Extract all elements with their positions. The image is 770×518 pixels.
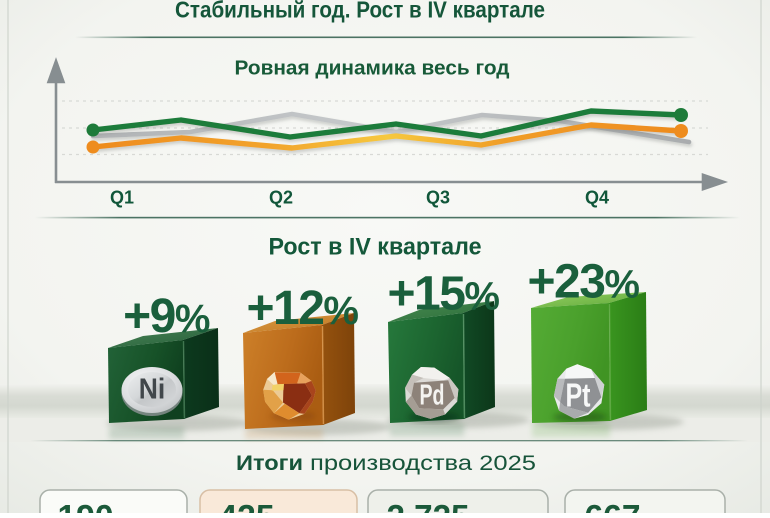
svg-text:Ni: Ni [139,374,166,406]
svg-text:Итоги: Итоги [236,451,303,475]
svg-text:Q2: Q2 [269,188,293,208]
svg-text:Ровная динамика весь год: Ровная динамика весь год [235,57,510,79]
svg-text:667: 667 [585,498,641,513]
svg-text:2 725: 2 725 [387,498,470,513]
svg-text:+15%: +15% [388,268,500,321]
svg-text:Q3: Q3 [426,188,450,208]
svg-text:производства 2025: производства 2025 [310,451,536,475]
svg-text:+23%: +23% [528,256,640,309]
svg-text:Pd: Pd [420,380,445,412]
svg-text:Q4: Q4 [585,188,609,208]
svg-text:190: 190 [58,498,114,513]
svg-text:+9%: +9% [123,290,210,343]
svg-text:Рост в IV квартале: Рост в IV квартале [269,234,482,261]
svg-text:Pt: Pt [566,377,591,414]
svg-text:Стабильный год. Рост в IV квар: Стабильный год. Рост в IV квартале [175,0,545,22]
svg-text:+12%: +12% [247,282,359,335]
svg-text:Q1: Q1 [110,188,134,208]
svg-text:425: 425 [219,498,275,513]
